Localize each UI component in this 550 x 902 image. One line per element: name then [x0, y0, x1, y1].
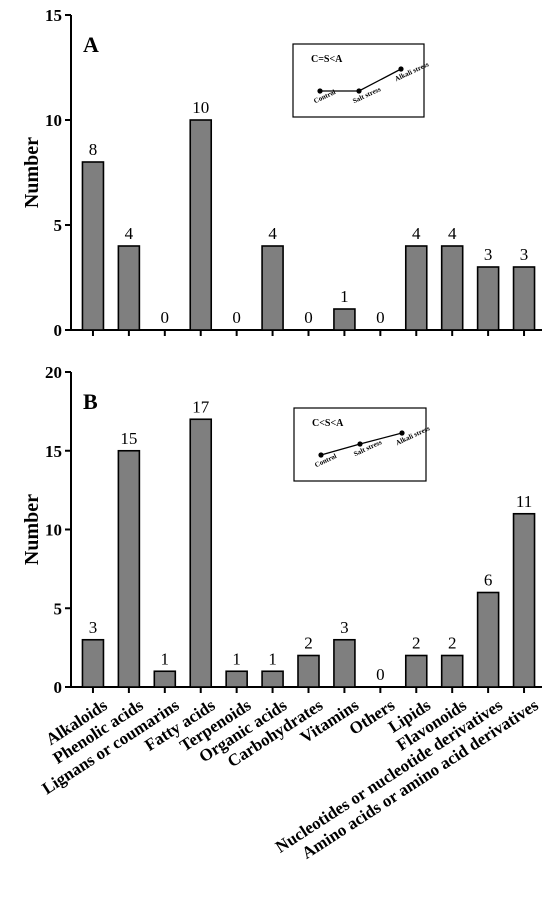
inset-point: [399, 430, 405, 436]
data-label: 11: [516, 492, 532, 511]
data-label: 0: [376, 308, 385, 327]
y-tick-label: 0: [54, 678, 63, 697]
inset-relation: C<S<A: [312, 418, 344, 429]
bar: [81, 161, 105, 331]
y-axis-label: Number: [21, 137, 43, 208]
data-label: 3: [484, 245, 493, 264]
data-label: 8: [89, 140, 98, 159]
data-label: 15: [120, 429, 137, 448]
inset-point: [357, 441, 363, 447]
panel-label: B: [83, 389, 98, 414]
bar: [476, 266, 500, 331]
bar: [261, 245, 284, 331]
data-label: 2: [304, 634, 313, 653]
data-label: 0: [304, 308, 313, 327]
y-tick-label: 5: [54, 599, 63, 618]
data-label: 4: [125, 224, 134, 243]
data-label: 1: [161, 649, 170, 668]
bar: [333, 308, 356, 331]
y-tick-label: 15: [45, 442, 62, 461]
bar: [153, 670, 177, 688]
bar: [440, 245, 464, 331]
data-label: 1: [232, 649, 241, 668]
y-tick-label: 10: [45, 111, 62, 130]
bar: [404, 654, 428, 688]
data-label: 0: [232, 308, 241, 327]
bar: [404, 245, 428, 331]
bar: [512, 512, 536, 688]
panel-label: A: [83, 32, 99, 57]
y-tick-label: 10: [45, 521, 62, 540]
bar: [261, 670, 284, 688]
inset-box: [292, 43, 425, 118]
bar: [189, 418, 213, 688]
bar: [117, 449, 141, 688]
bar: [476, 591, 500, 688]
bar: [512, 266, 536, 331]
data-label: 0: [161, 308, 170, 327]
data-label: 1: [268, 649, 277, 668]
inset-point: [317, 88, 323, 94]
y-tick-label: 0: [54, 321, 63, 340]
data-label: 0: [376, 665, 385, 684]
data-label: 4: [412, 224, 421, 243]
bar: [440, 654, 464, 688]
data-label: 2: [448, 634, 457, 653]
y-tick-label: 15: [45, 6, 62, 25]
data-label: 3: [340, 618, 349, 637]
data-label: 3: [520, 245, 529, 264]
bar: [297, 654, 320, 688]
data-label: 4: [268, 224, 277, 243]
bar: [189, 119, 213, 331]
data-label: 1: [340, 287, 349, 306]
bar: [81, 638, 105, 688]
inset-point: [318, 452, 324, 458]
y-axis-label: Number: [21, 494, 43, 565]
data-label: 10: [192, 98, 209, 117]
y-tick-label: 5: [54, 216, 63, 235]
inset-relation: C=S<A: [311, 54, 343, 65]
data-label: 6: [484, 571, 493, 590]
data-label: 4: [448, 224, 457, 243]
bar: [225, 670, 248, 688]
y-tick-label: 20: [45, 363, 62, 382]
bar: [117, 245, 141, 331]
inset-point: [356, 88, 362, 94]
inset-point: [398, 66, 404, 72]
data-label: 3: [89, 618, 98, 637]
data-label: 2: [412, 634, 421, 653]
data-label: 17: [192, 397, 210, 416]
bar: [333, 638, 356, 688]
